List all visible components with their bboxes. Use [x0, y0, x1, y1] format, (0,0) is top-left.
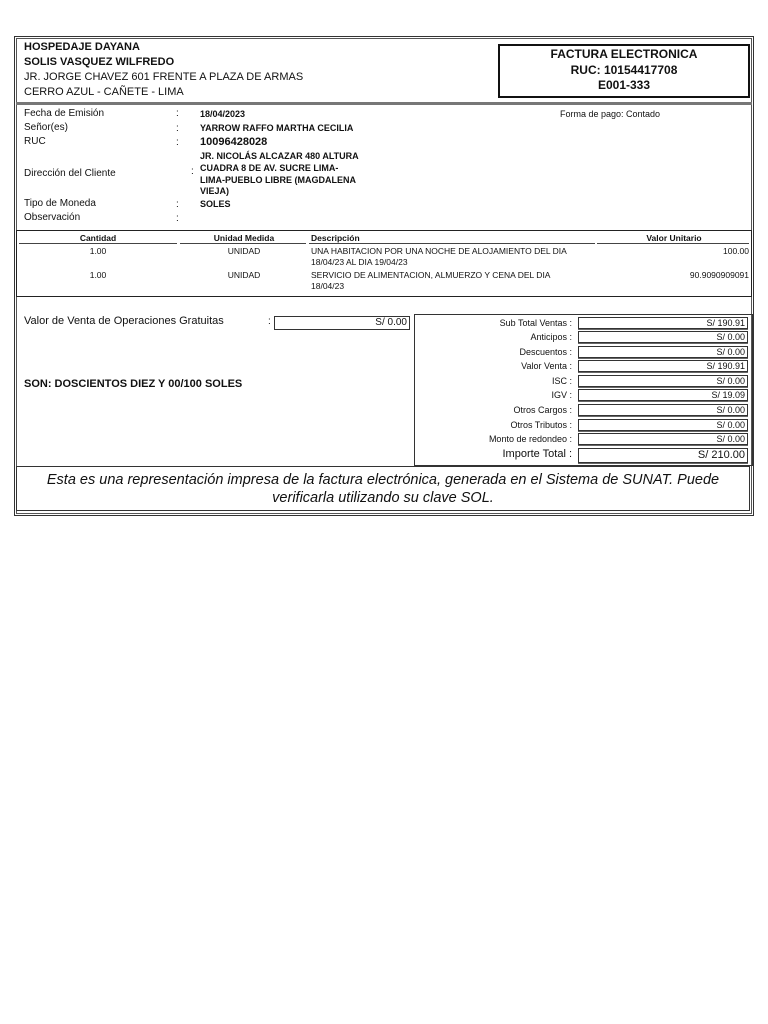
header-underline	[309, 243, 595, 244]
totals-value: S/ 210.00	[578, 448, 748, 463]
totals-row-isc: ISC : S/ 0.00	[415, 375, 752, 389]
fecha-value: 18/04/2023	[200, 109, 246, 119]
direccion-line-2: CUADRA 8 DE AV. SUCRE LIMA-	[200, 163, 339, 173]
moneda-label: Tipo de Moneda	[24, 198, 96, 209]
totals-row-redondeo: Monto de redondeo : S/ 0.00	[415, 433, 752, 447]
totals-value: S/ 0.00	[578, 375, 748, 387]
ruc-label: RUC	[24, 136, 46, 147]
colon: :	[176, 108, 179, 119]
amount-in-words: SON: DOSCIENTOS DIEZ Y 00/100 SOLES	[24, 378, 243, 390]
forma-pago: Forma de pago: Contado	[560, 109, 661, 119]
issuer-name: HOSPEDAJE DAYANA	[24, 41, 140, 53]
colon: :	[191, 166, 194, 177]
gratuitas-value: S/ 0.00	[274, 316, 410, 330]
totals-value: S/ 0.00	[578, 331, 748, 343]
totals-label: Sub Total Ventas :	[499, 318, 572, 328]
colon: :	[176, 213, 179, 224]
issuer-address-2: CERRO AZUL - CAÑETE - LIMA	[24, 86, 184, 98]
cell-unidad: UNIDAD	[227, 246, 261, 256]
moneda-value: SOLES	[200, 199, 231, 209]
direccion-line-3: LIMA-PUEBLO LIBRE (MAGDALENA	[200, 175, 356, 185]
observacion-label: Observación	[24, 212, 81, 223]
totals-panel: Sub Total Ventas : S/ 190.91 Anticipos :S…	[414, 314, 753, 466]
cell-descripcion-2: 18/04/23	[311, 281, 345, 291]
cell-valor: 100.00	[723, 246, 749, 256]
ruc-value: 10096428028	[200, 136, 268, 148]
direccion-line-1: JR. NICOLÁS ALCAZAR 480 ALTURA	[200, 151, 359, 161]
issuer-ruc: RUC: 10154417708	[570, 62, 678, 77]
gratuitas-label: Valor de Venta de Operaciones Gratuitas	[24, 315, 224, 327]
totals-label: Anticipos :	[530, 332, 572, 342]
totals-row-sub-total: Sub Total Ventas : S/ 190.91	[415, 317, 752, 331]
col-descripcion: Descripción	[311, 233, 360, 243]
colon: :	[268, 316, 271, 327]
totals-label: ISC :	[551, 376, 572, 386]
disclaimer-line-1: Esta es una representación impresa de la…	[46, 472, 720, 488]
totals-label: Monto de redondeo :	[488, 434, 572, 444]
header-underline	[597, 243, 749, 244]
totals-value: S/ 190.91	[578, 317, 748, 329]
totals-label: Otros Cargos :	[513, 405, 572, 415]
fecha-label: Fecha de Emisión	[24, 108, 105, 119]
cell-valor: 90.9090909091	[689, 270, 749, 280]
totals-value: S/ 190.91	[578, 360, 748, 372]
col-unidad: Unidad Medida	[213, 233, 275, 243]
issuer-address-1: JR. JORGE CHAVEZ 601 FRENTE A PLAZA DE A…	[24, 71, 304, 83]
invoice-outer-border	[14, 36, 754, 516]
col-valor-unitario: Valor Unitario	[646, 233, 702, 243]
totals-label: Importe Total :	[502, 448, 573, 460]
totals-row-valor-venta: Valor Venta : S/ 190.91	[415, 360, 752, 374]
disclaimer-line-2: verificarla utilizando su clave SOL.	[272, 490, 494, 506]
cell-cantidad: 1.00	[89, 270, 107, 280]
cell-descripcion-2: 18/04/23 AL DIA 19/04/23	[311, 257, 408, 267]
totals-row-otros-tributos: Otros Tributos : S/ 0.00	[415, 419, 752, 433]
cell-descripcion-1: SERVICIO DE ALIMENTACION, ALMUERZO Y CEN…	[311, 270, 551, 280]
totals-value: S/ 0.00	[578, 419, 748, 431]
senor-value: YARROW RAFFO MARTHA CECILIA	[200, 123, 354, 133]
header-underline	[180, 243, 306, 244]
senor-label: Señor(es)	[24, 122, 68, 133]
cell-unidad: UNIDAD	[227, 270, 261, 280]
sunat-disclaimer: Esta es una representación impresa de la…	[16, 466, 750, 511]
totals-row-anticipos: Anticipos : S/ 0.00	[415, 331, 752, 345]
document-id-box: FACTURA ELECTRONICA RUC: 10154417708 E00…	[498, 44, 750, 98]
totals-row-igv: IGV : S/ 19.09	[415, 389, 752, 403]
cell-cantidad: 1.00	[89, 246, 107, 256]
totals-label: Otros Tributos :	[510, 420, 572, 430]
totals-label: Valor Venta :	[521, 361, 572, 371]
totals-row-otros-cargos: Otros Cargos : S/ 0.00	[415, 404, 752, 418]
cell-descripcion-1: UNA HABITACION POR UNA NOCHE DE ALOJAMIE…	[311, 246, 567, 256]
header-underline	[19, 243, 177, 244]
direccion-line-4: VIEJA)	[200, 186, 230, 196]
totals-value: S/ 0.00	[578, 404, 748, 416]
colon: :	[176, 123, 179, 134]
totals-row-descuentos: Descuentos : S/ 0.00	[415, 346, 752, 360]
totals-value: S/ 0.00	[578, 433, 748, 445]
totals-row-importe-total: Importe Total : S/ 210.00	[415, 448, 752, 463]
col-cantidad: Cantidad	[79, 233, 117, 243]
totals-value: S/ 19.09	[578, 389, 748, 401]
items-table: Cantidad Unidad Medida Descripción Valor…	[16, 230, 752, 297]
colon: :	[176, 199, 179, 210]
issuer-owner: SOLIS VASQUEZ WILFREDO	[24, 56, 175, 68]
totals-label: Descuentos :	[519, 347, 572, 357]
document-number: E001-333	[597, 78, 651, 92]
header-divider	[16, 102, 752, 105]
document-type: FACTURA ELECTRONICA	[550, 47, 698, 61]
colon: :	[176, 137, 179, 148]
direccion-label: Dirección del Cliente	[24, 168, 116, 179]
totals-value: S/ 0.00	[578, 346, 748, 358]
totals-label: IGV :	[551, 390, 572, 400]
